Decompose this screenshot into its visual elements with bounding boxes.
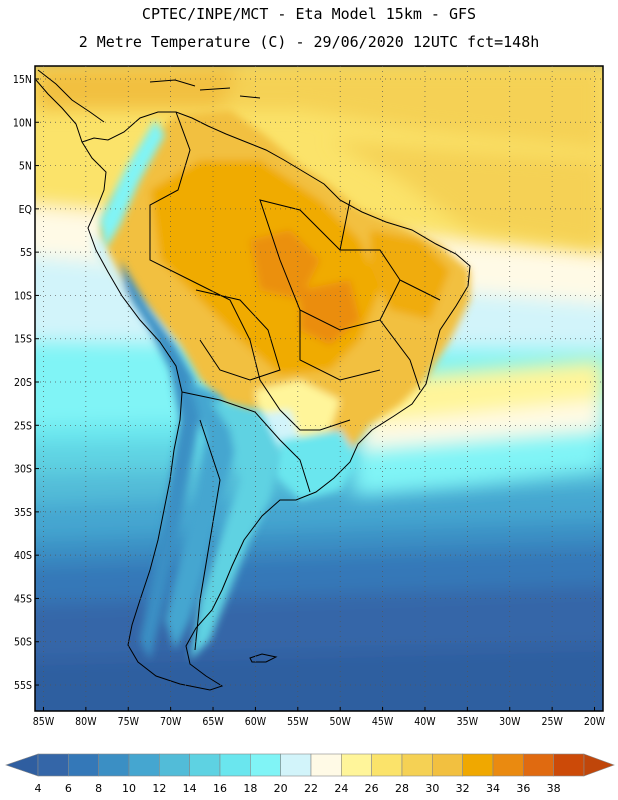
map-title-line-2: 2 Metre Temperature (C) - 29/06/2020 12U… [78, 33, 540, 51]
colorbar-swatch [280, 753, 312, 777]
graticule [35, 66, 603, 711]
colorbar-swatch [401, 753, 433, 777]
colorbar-label: 12 [152, 782, 166, 795]
lat-label: 15N [13, 74, 32, 86]
lat-label: 20S [14, 377, 32, 389]
colorbar-swatch [523, 753, 554, 777]
coastlines [35, 69, 471, 691]
colorbar-label: 6 [65, 782, 72, 795]
lon-label: 65W [202, 716, 224, 728]
lat-label: 5S [20, 247, 32, 259]
lat-label: 25S [14, 420, 32, 432]
country-border-bolivia [195, 289, 281, 381]
andes-field [90, 120, 280, 660]
colorbar-label: 34 [486, 782, 500, 795]
lat-label: 5N [19, 161, 32, 173]
lon-label: 85W [33, 716, 55, 728]
colorbar-label: 16 [213, 782, 227, 795]
colorbar-swatch [189, 753, 221, 777]
colorbar-swatch [219, 753, 251, 777]
lat-label: 55S [14, 680, 32, 692]
colorbar: 4 6 8 10 12 14 16 18 20 22 24 26 28 30 32 34 36 38 [5, 753, 615, 795]
colorbar-swatch [310, 753, 342, 777]
colorbar-label: 38 [547, 782, 561, 795]
colorbar-label: 32 [456, 782, 470, 795]
colorbar-label: 28 [395, 782, 409, 795]
colorbar-label: 8 [95, 782, 102, 795]
colorbar-left-arrow [5, 753, 39, 777]
lon-label: 20W [584, 716, 606, 728]
colorbar-swatch [492, 753, 524, 777]
lon-label: 60W [245, 716, 267, 728]
longitude-labels: 85W 80W 75W 70W 65W 60W 55W 50W 45W 40W 35W 30W 25W 2… [33, 716, 606, 728]
lat-label: 10N [13, 117, 32, 129]
south-america-coastline [81, 111, 471, 691]
colorbar-swatch [159, 753, 190, 777]
lon-label: 30W [499, 716, 521, 728]
colorbar-label: 24 [334, 782, 348, 795]
colorbar-label: 22 [304, 782, 318, 795]
lon-label: 25W [541, 716, 563, 728]
temperature-field [35, 66, 603, 711]
lat-label: 10S [14, 290, 32, 302]
brazil-states [259, 199, 441, 391]
caribbean-islands [149, 79, 261, 99]
colorbar-swatch [553, 753, 585, 777]
lon-label: 55W [287, 716, 309, 728]
lon-label: 40W [414, 716, 436, 728]
colorbar-label: 10 [122, 782, 136, 795]
colorbar-swatch [432, 753, 463, 777]
lon-label: 70W [160, 716, 182, 728]
colorbar-label: 20 [274, 782, 288, 795]
lat-label: 45S [14, 593, 32, 605]
lat-label: 35S [14, 507, 32, 519]
colorbar-swatch [37, 753, 69, 777]
colorbar-label: 14 [183, 782, 197, 795]
lon-label: 80W [75, 716, 97, 728]
colorbar-label: 4 [35, 782, 42, 795]
latitude-labels: 15N 10N 5N EQ 5S 10S 15S 20S 25S 30S 35S 40S 45S 50S 5… [13, 74, 32, 692]
lon-label: 50W [330, 716, 352, 728]
lon-label: 45W [372, 716, 394, 728]
falkland-islands [249, 653, 278, 663]
colorbar-right-arrow [583, 753, 615, 777]
map-title-line-1: CPTEC/INPE/MCT - Eta Model 15km - GFS [141, 5, 477, 23]
colorbar-swatch [341, 753, 372, 777]
colorbar-label: 18 [243, 782, 257, 795]
colorbar-label: 36 [516, 782, 530, 795]
colorbar-swatch [371, 753, 403, 777]
country-border-argentina [181, 391, 311, 651]
lat-label: 50S [14, 637, 32, 649]
lat-label: 30S [14, 464, 32, 476]
colorbar-swatch [250, 753, 281, 777]
lon-label: 75W [118, 716, 140, 728]
colorbar-label: 30 [425, 782, 439, 795]
country-border-brazil-west [149, 111, 351, 431]
plot-frame [34, 65, 604, 712]
colorbar-swatch [462, 753, 494, 777]
northern-ocean-tones [35, 66, 603, 495]
lon-label: 35W [457, 716, 479, 728]
colorbar-swatch [68, 753, 99, 777]
colorbar-label: 26 [365, 782, 379, 795]
lat-label: 15S [14, 334, 32, 346]
colorbar-swatch [128, 753, 160, 777]
lat-label: 40S [14, 550, 32, 562]
colorbar-swatch [98, 753, 130, 777]
lat-label: EQ [19, 204, 32, 216]
